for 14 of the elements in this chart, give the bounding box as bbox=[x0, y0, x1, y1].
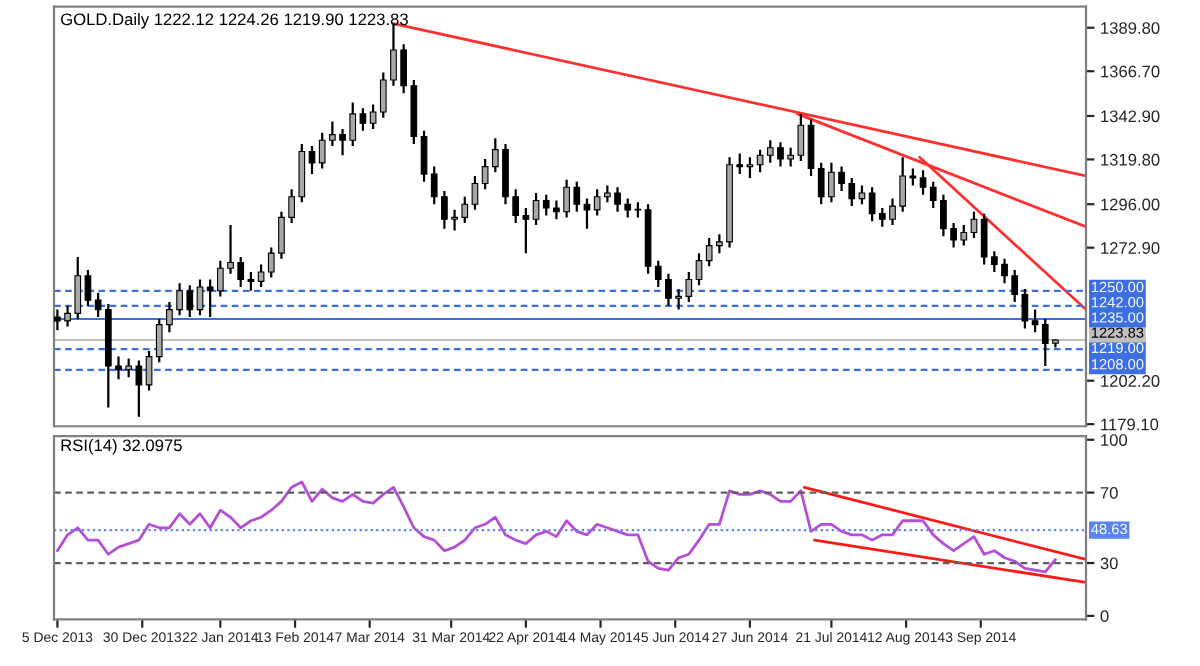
y-tick-label: 1272.90 bbox=[1101, 242, 1160, 254]
y-tick-label: 0 bbox=[1100, 610, 1109, 623]
y-tick-label: 70 bbox=[1100, 486, 1118, 499]
chart-title: GOLD.Daily 1222.12 1224.26 1219.90 1223.83 bbox=[61, 12, 408, 29]
y-tick-label: 100 bbox=[1101, 434, 1128, 446]
y-tick-label: 1202.20 bbox=[1101, 375, 1160, 387]
y-tick-label: 1342.90 bbox=[1101, 110, 1160, 123]
y-tick-label: 1319.80 bbox=[1101, 153, 1160, 166]
y-tick-label: 1389.80 bbox=[1101, 22, 1160, 34]
y-tick-label: 1296.00 bbox=[1101, 198, 1160, 211]
y-tick-label: 1179.10 bbox=[1101, 418, 1159, 431]
y-tick-label: 30 bbox=[1100, 557, 1118, 570]
chart-title: RSI(14) 32.0975 bbox=[61, 438, 182, 455]
y-tick-label: 1366.70 bbox=[1101, 65, 1160, 78]
